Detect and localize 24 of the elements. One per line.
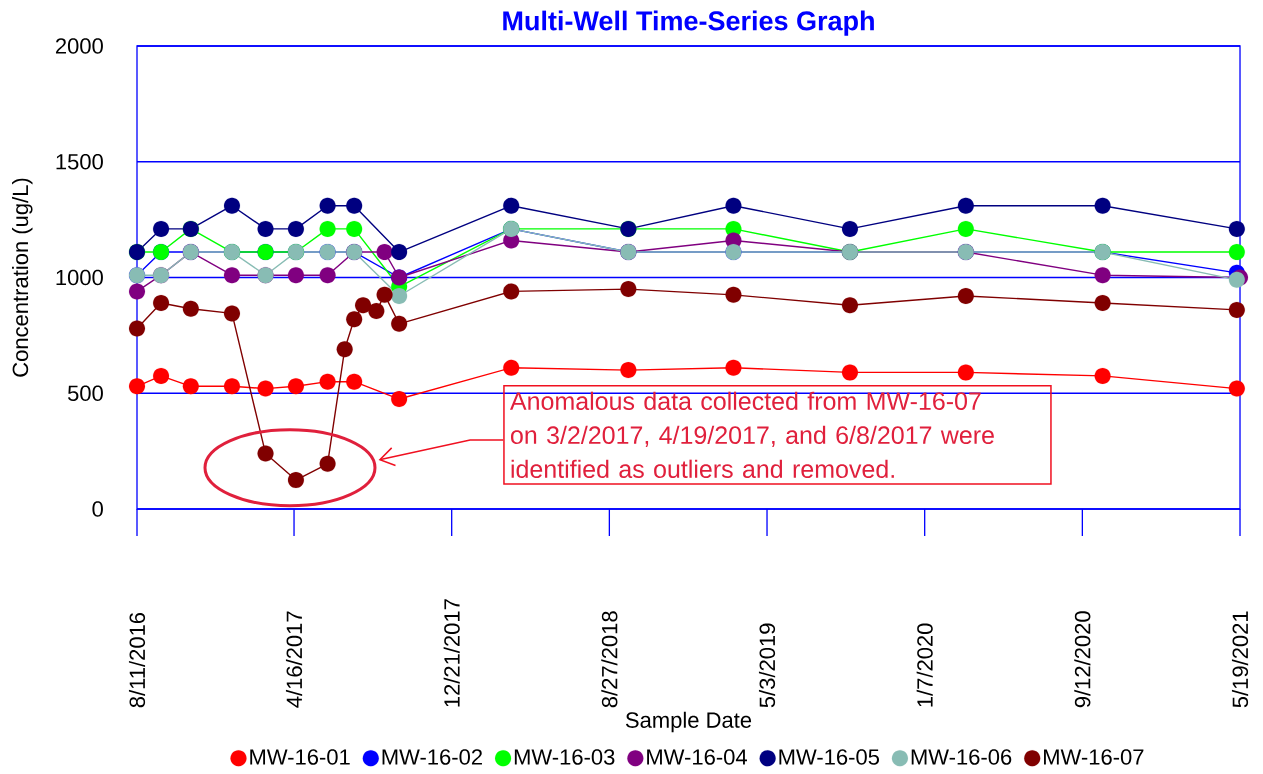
y-tick-label: 1500 bbox=[56, 153, 103, 170]
x-tick-label: 4/16/2017 bbox=[285, 611, 303, 708]
x-tick-label: 8/27/2018 bbox=[601, 611, 618, 708]
x-tick-label: 8/11/2016 bbox=[128, 612, 146, 708]
y-axis-title: Concentration (ug/L) bbox=[12, 178, 33, 377]
y-tick-label: 0 bbox=[92, 501, 103, 517]
x-tick-label: 1/7/2020 bbox=[916, 623, 933, 707]
y-tick-label: 500 bbox=[67, 385, 103, 402]
legend-label: MW-16-04 bbox=[647, 749, 747, 765]
y-tick-label: 2000 bbox=[55, 38, 103, 54]
y-tick-label: 1000 bbox=[56, 269, 103, 286]
x-axis-title: Sample Date bbox=[625, 711, 752, 733]
x-tick-label: 5/19/2021 bbox=[1231, 611, 1249, 708]
legend-label: MW-16-01 bbox=[250, 749, 350, 765]
x-tick-label: 12/21/2017 bbox=[443, 599, 460, 707]
legend-label: MW-16-07 bbox=[1044, 749, 1144, 765]
legend-label: MW-16-02 bbox=[382, 749, 482, 765]
annotation: Anomalous data collected from MW-16-07 on 3/2/2017, 4/19/2017, and 6/8/2017 were identified as outliers and removed. bbox=[510, 391, 994, 479]
legend-label: MW-16-06 bbox=[911, 749, 1012, 765]
legend-label: MW-16-03 bbox=[514, 749, 615, 765]
legend-label: MW-16-05 bbox=[779, 749, 879, 765]
x-tick-label: 9/12/2020 bbox=[1074, 611, 1091, 708]
x-tick-label: 5/3/2019 bbox=[758, 623, 776, 708]
chart-title: Multi-Well Time-Series Graph bbox=[503, 10, 874, 36]
